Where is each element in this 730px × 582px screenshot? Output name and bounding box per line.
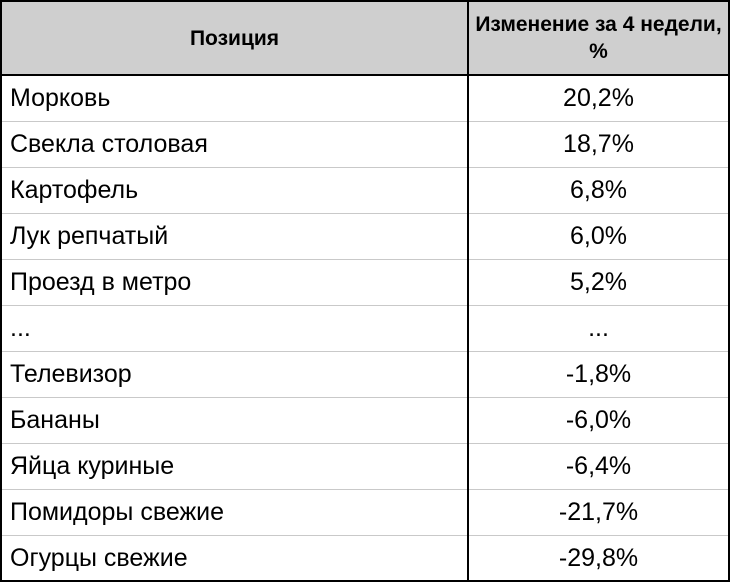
table-row: Бананы -6,0% — [2, 397, 728, 444]
row-value: -1,8% — [468, 351, 728, 398]
table-row: Морковь 20,2% — [2, 75, 728, 122]
table-row: Помидоры свежие -21,7% — [2, 489, 728, 536]
row-name: Огурцы свежие — [2, 535, 469, 581]
row-value: -6,4% — [468, 443, 728, 490]
table-row: Картофель 6,8% — [2, 167, 728, 214]
row-value: 18,7% — [468, 121, 728, 168]
row-value: 6,8% — [468, 167, 728, 214]
row-name: Лук репчатый — [2, 213, 469, 260]
row-name: Яйца куриные — [2, 443, 469, 490]
row-value: -6,0% — [468, 397, 728, 444]
row-value: 5,2% — [468, 259, 728, 306]
row-value: 20,2% — [468, 75, 728, 122]
row-name: ... — [2, 305, 469, 352]
table-row: Огурцы свежие -29,8% — [2, 535, 728, 581]
row-value: ... — [468, 305, 728, 352]
row-name: Проезд в метро — [2, 259, 469, 306]
row-name: Помидоры свежие — [2, 489, 469, 536]
table-row-ellipsis: ... ... — [2, 305, 728, 352]
row-value: 6,0% — [468, 213, 728, 260]
row-name: Свекла столовая — [2, 121, 469, 168]
row-name: Телевизор — [2, 351, 469, 398]
column-header-change: Изменение за 4 недели, % — [468, 2, 728, 76]
row-name: Морковь — [2, 75, 469, 122]
row-name: Картофель — [2, 167, 469, 214]
table-row: Лук репчатый 6,0% — [2, 213, 728, 260]
table-row: Проезд в метро 5,2% — [2, 259, 728, 306]
row-value: -21,7% — [468, 489, 728, 536]
table-row: Яйца куриные -6,4% — [2, 443, 728, 490]
row-name: Бананы — [2, 397, 469, 444]
column-header-position: Позиция — [2, 2, 469, 76]
table-header-row: Позиция Изменение за 4 недели, % — [2, 2, 728, 76]
table-row: Свекла столовая 18,7% — [2, 121, 728, 168]
table-row: Телевизор -1,8% — [2, 351, 728, 398]
row-value: -29,8% — [558, 543, 639, 572]
